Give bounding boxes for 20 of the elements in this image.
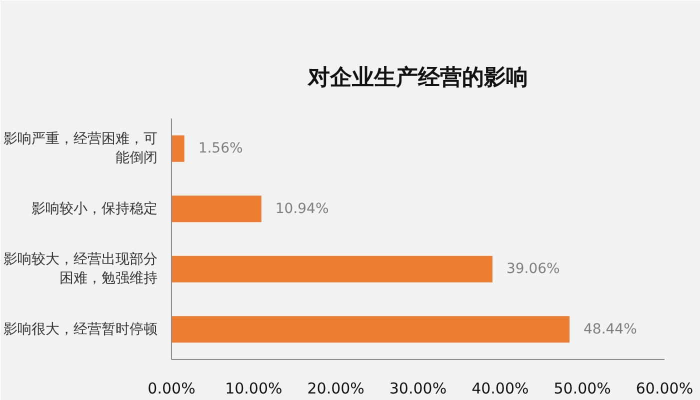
bar (172, 316, 570, 343)
x-tick-label: 20.00% (307, 380, 364, 398)
bar (172, 256, 492, 282)
y-tick-label: 影响很大，经营暂时停顿 (4, 321, 158, 338)
y-tick-label: 影响较大，经营出现部分困难，勉强维持 (4, 252, 158, 287)
chart-title: 对企业生产经营的影响 (307, 64, 528, 90)
x-tick-label: 30.00% (389, 380, 447, 398)
x-tick-label: 40.00% (472, 380, 529, 398)
y-tick-label: 影响严重，经营困难，可能倒闭 (4, 131, 158, 166)
x-tick-label: 10.00% (225, 380, 282, 398)
bar (172, 196, 262, 222)
x-tick-label: 0.00% (148, 380, 196, 398)
data-label: 10.94% (275, 200, 329, 217)
x-tick-label: 60.00% (636, 380, 694, 398)
x-tick-label: 50.00% (554, 380, 611, 398)
data-label: 39.06% (506, 261, 560, 278)
y-tick-label: 影响较小，保持稳定 (32, 200, 158, 217)
bar (172, 135, 184, 162)
data-label: 48.44% (584, 321, 637, 338)
data-label: 1.56% (198, 140, 243, 157)
